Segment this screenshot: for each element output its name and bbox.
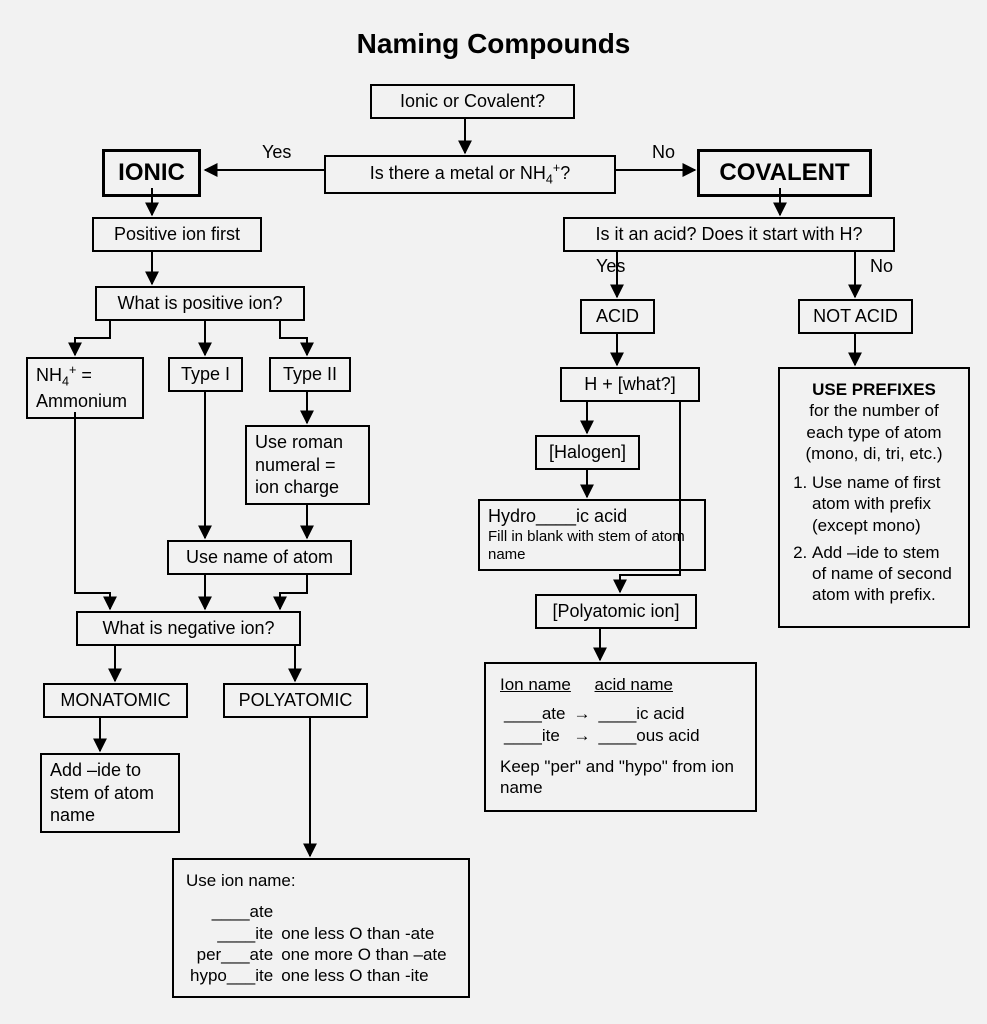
node-ionname: Use ion name: ____ate ____iteone less O … — [172, 858, 470, 998]
node-metal-text: Is there a metal or NH4+? — [370, 163, 570, 183]
node-polyion: [Polyatomic ion] — [535, 594, 697, 629]
node-prefixes: USE PREFIXES for the number of each type… — [778, 367, 970, 628]
node-roman: Use roman numeral = ion charge — [245, 425, 370, 505]
node-acid: ACID — [580, 299, 655, 334]
node-poly: POLYATOMIC — [223, 683, 368, 718]
node-acidtable: Ion name acid name ____ate→____ic acid _… — [484, 662, 757, 812]
node-halogen: [Halogen] — [535, 435, 640, 470]
label-no-2: No — [870, 256, 893, 277]
prefixes-subtitle: for the number of each type of atom (mon… — [790, 400, 958, 464]
node-ionic: IONIC — [102, 149, 201, 197]
node-type2: Type II — [269, 357, 351, 392]
acidtable-footer: Keep "per" and "hypo" from ion name — [500, 756, 741, 799]
ionname-table: ____ate ____iteone less O than -ate per_… — [186, 901, 451, 986]
ionname-header: Use ion name: — [186, 870, 456, 891]
node-addide: Add –ide to stem of atom name — [40, 753, 180, 833]
page-title: Naming Compounds — [0, 28, 987, 60]
node-isacid: Is it an acid? Does it start with H? — [563, 217, 895, 252]
node-posfirst: Positive ion first — [92, 217, 262, 252]
node-start: Ionic or Covalent? — [370, 84, 575, 119]
node-mona: MONATOMIC — [43, 683, 188, 718]
prefixes-item-1: Use name of first atom with prefix (exce… — [812, 472, 958, 536]
node-notacid: NOT ACID — [798, 299, 913, 334]
label-yes-1: Yes — [262, 142, 291, 163]
acidtable-header: Ion name acid name — [500, 674, 741, 695]
hydro-line2: Fill in blank with stem of atom name — [488, 528, 696, 566]
node-whatpos: What is positive ion? — [95, 286, 305, 321]
flowchart-canvas: Naming Compounds Ionic or Covalent? Is t… — [0, 0, 987, 1024]
node-useatom: Use name of atom — [167, 540, 352, 575]
prefixes-item-2: Add –ide to stem of name of second atom … — [812, 542, 958, 606]
label-no-1: No — [652, 142, 675, 163]
prefixes-title: USE PREFIXES — [790, 379, 958, 400]
node-whatneg: What is negative ion? — [76, 611, 301, 646]
node-nh4: NH4+ =Ammonium — [26, 357, 144, 419]
label-yes-2: Yes — [596, 256, 625, 277]
node-hwhat: H + [what?] — [560, 367, 700, 402]
hydro-line1: Hydro____ic acid — [488, 505, 696, 528]
prefixes-list: Use name of first atom with prefix (exce… — [790, 472, 958, 606]
node-type1: Type I — [168, 357, 243, 392]
node-covalent: COVALENT — [697, 149, 872, 197]
node-hydro: Hydro____ic acid Fill in blank with stem… — [478, 499, 706, 571]
node-nh4-text: NH4+ =Ammonium — [36, 365, 127, 411]
node-metal: Is there a metal or NH4+? — [324, 155, 616, 194]
acidtable-rows: ____ate→____ic acid ____ite→____ous acid — [500, 703, 704, 746]
